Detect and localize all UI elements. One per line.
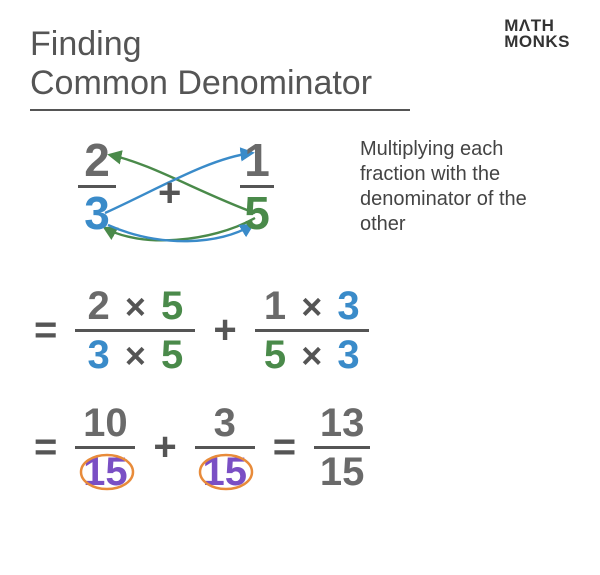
plus-2: + xyxy=(213,308,236,353)
times-icon: × xyxy=(121,335,150,376)
s2b-dl: 5 xyxy=(264,333,286,377)
s2a-nl: 2 xyxy=(87,284,109,328)
s3b-den: 15 xyxy=(202,450,247,494)
plus-1: + xyxy=(158,171,181,216)
step2-fracB-num: 1 × 3 xyxy=(264,285,360,327)
s2b-nl: 1 xyxy=(264,284,286,328)
fraction-a: 2 3 xyxy=(78,137,116,236)
result-den: 15 xyxy=(320,451,365,493)
step2-fracA-num: 2 × 5 xyxy=(87,285,183,327)
times-icon: × xyxy=(297,286,326,327)
fracB-den: 5 xyxy=(244,190,270,236)
s3b-bar xyxy=(195,446,255,449)
result-bar xyxy=(314,446,370,449)
step1-math: 2 3 + 1 5 xyxy=(30,133,330,253)
step3-fracA: 10 15 xyxy=(75,402,135,493)
title-line1: Finding xyxy=(30,25,570,64)
step3-fracB: 3 15 xyxy=(195,402,255,493)
s3b-den-circled: 15 xyxy=(202,451,247,493)
s3a-den: 15 xyxy=(83,450,128,494)
step3-row: = 10 15 + 3 15 = 13 15 xyxy=(34,402,570,493)
s2a-bar xyxy=(75,329,195,332)
title-line2: Common Denominator xyxy=(30,64,570,103)
brand-logo: MΛTH MONKS xyxy=(504,18,570,50)
step2-row: = 2 × 5 3 × 5 + 1 × 3 5 × 3 xyxy=(34,285,570,376)
s3a-den-circled: 15 xyxy=(83,451,128,493)
equals-2: = xyxy=(34,425,57,470)
title-underline xyxy=(30,109,410,111)
result-num: 13 xyxy=(320,402,365,444)
s3a-bar xyxy=(75,446,135,449)
s2a-nr: 5 xyxy=(161,284,183,328)
fracA-den: 3 xyxy=(84,190,110,236)
times-icon: × xyxy=(121,286,150,327)
page-title: Finding Common Denominator xyxy=(30,25,570,103)
times-icon: × xyxy=(297,335,326,376)
fraction-b: 1 5 xyxy=(240,137,274,236)
fracB-num: 1 xyxy=(244,137,270,183)
s2a-dl: 3 xyxy=(87,333,109,377)
step1-row: 2 3 + 1 5 Multiplying each fraction with… xyxy=(30,133,570,263)
step2-fracA: 2 × 5 3 × 5 xyxy=(75,285,195,376)
s2b-dr: 3 xyxy=(337,333,359,377)
step2-fracB-den: 5 × 3 xyxy=(264,334,360,376)
s2b-nr: 3 xyxy=(337,284,359,328)
fracA-num: 2 xyxy=(84,137,110,183)
result-frac: 13 15 xyxy=(314,402,370,493)
s3a-num: 10 xyxy=(83,402,128,444)
plus-3: + xyxy=(153,425,176,470)
explanation-text: Multiplying each fraction with the denom… xyxy=(360,137,570,237)
s3b-num: 3 xyxy=(214,402,236,444)
s2a-dr: 5 xyxy=(161,333,183,377)
s2b-bar xyxy=(255,329,369,332)
step2-fracA-den: 3 × 5 xyxy=(87,334,183,376)
step2-fracB: 1 × 3 5 × 3 xyxy=(255,285,369,376)
equals-1: = xyxy=(34,308,57,353)
logo-line2: MONKS xyxy=(504,34,570,50)
equals-3: = xyxy=(273,425,296,470)
